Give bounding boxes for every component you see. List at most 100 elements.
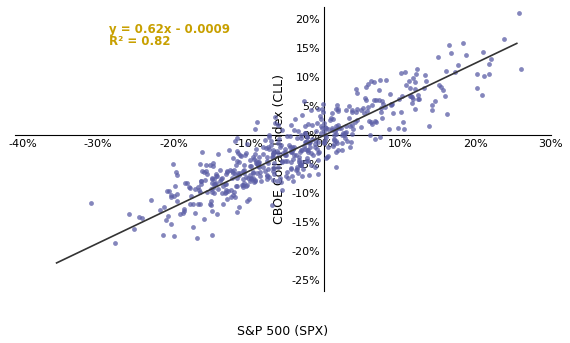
Point	[225, 147, 234, 153]
X-axis label: S&P 500 (SPX): S&P 500 (SPX)	[237, 326, 328, 339]
Point	[266, 142, 275, 147]
Point	[366, 132, 375, 137]
Point	[185, 186, 194, 191]
Point	[316, 130, 325, 136]
Point	[230, 194, 239, 200]
Point	[297, 132, 306, 138]
Point	[344, 103, 353, 108]
Point	[190, 210, 200, 216]
Point	[331, 127, 340, 132]
Point	[268, 155, 277, 160]
Point	[147, 197, 156, 202]
Point	[300, 130, 309, 135]
Point	[267, 138, 276, 144]
Point	[252, 146, 261, 152]
Point	[332, 164, 341, 170]
Point	[311, 137, 320, 143]
Point	[245, 197, 254, 202]
Point	[263, 174, 272, 179]
Point	[330, 141, 339, 146]
Point	[348, 131, 357, 137]
Point	[352, 118, 361, 123]
Point	[271, 114, 280, 120]
Point	[409, 75, 418, 81]
Point	[340, 135, 349, 140]
Point	[348, 107, 357, 113]
Point	[229, 155, 238, 160]
Point	[410, 86, 419, 91]
Point	[239, 170, 248, 176]
Point	[185, 184, 194, 190]
Point	[180, 208, 189, 214]
Point	[317, 106, 327, 112]
Point	[297, 147, 306, 153]
Point	[302, 134, 311, 140]
Point	[346, 123, 355, 129]
Point	[259, 151, 268, 156]
Point	[246, 157, 255, 162]
Point	[198, 168, 207, 173]
Point	[239, 168, 249, 173]
Point	[317, 126, 327, 131]
Point	[233, 148, 242, 153]
Point	[196, 182, 205, 187]
Point	[238, 182, 247, 187]
Point	[263, 167, 272, 172]
Point	[239, 182, 248, 187]
Point	[331, 128, 340, 134]
Point	[312, 146, 321, 152]
Point	[327, 115, 336, 120]
Point	[280, 150, 289, 155]
Point	[484, 71, 493, 77]
Point	[283, 169, 292, 174]
Point	[166, 192, 175, 197]
Point	[273, 151, 282, 156]
Point	[286, 150, 295, 155]
Point	[269, 166, 278, 171]
Point	[328, 143, 337, 149]
Point	[363, 108, 372, 114]
Point	[197, 149, 206, 155]
Point	[406, 93, 416, 98]
Point	[386, 102, 396, 108]
Point	[291, 167, 300, 173]
Point	[243, 175, 253, 180]
Point	[398, 93, 407, 98]
Point	[270, 172, 279, 177]
Point	[235, 172, 244, 178]
Point	[485, 61, 494, 67]
Point	[210, 182, 219, 187]
Point	[290, 127, 299, 132]
Point	[196, 190, 205, 195]
Point	[189, 224, 198, 229]
Point	[233, 183, 242, 189]
Point	[208, 208, 217, 213]
Point	[260, 168, 269, 174]
Point	[287, 149, 296, 154]
Point	[321, 134, 331, 140]
Point	[234, 151, 243, 156]
Point	[248, 154, 257, 159]
Point	[351, 109, 360, 115]
Point	[420, 86, 429, 91]
Point	[286, 166, 295, 172]
Point	[256, 178, 266, 184]
Point	[367, 78, 376, 83]
Point	[296, 150, 305, 155]
Point	[374, 97, 383, 103]
Point	[286, 160, 295, 165]
Y-axis label: CBOE Collar Index (CLL): CBOE Collar Index (CLL)	[273, 74, 286, 224]
Point	[263, 158, 272, 164]
Point	[437, 84, 446, 90]
Point	[253, 161, 262, 167]
Point	[325, 118, 335, 123]
Point	[250, 152, 259, 157]
Point	[228, 192, 237, 197]
Point	[254, 163, 263, 169]
Point	[364, 118, 373, 124]
Point	[357, 124, 366, 130]
Point	[301, 130, 310, 135]
Point	[209, 161, 218, 166]
Point	[306, 139, 315, 145]
Point	[408, 100, 417, 106]
